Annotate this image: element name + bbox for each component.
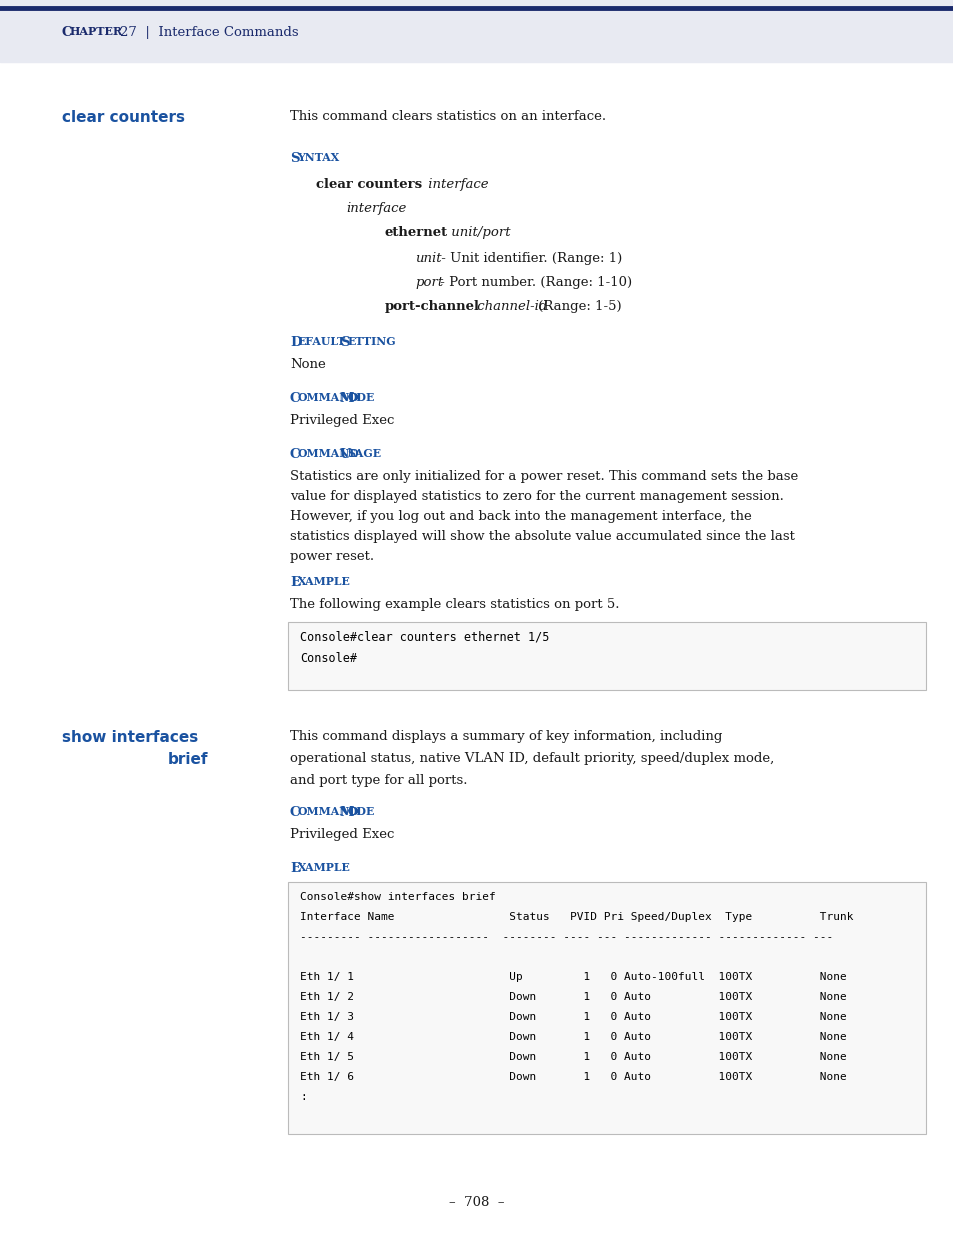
- Text: XAMPLE: XAMPLE: [297, 862, 350, 873]
- Text: However, if you log out and back into the management interface, the: However, if you log out and back into th…: [290, 510, 751, 522]
- Text: and port type for all ports.: and port type for all ports.: [290, 774, 467, 787]
- Text: C: C: [290, 391, 300, 405]
- Text: Privileged Exec: Privileged Exec: [290, 827, 394, 841]
- Bar: [288, 882, 925, 1134]
- Text: statistics displayed will show the absolute value accumulated since the last: statistics displayed will show the absol…: [290, 530, 794, 543]
- Text: This command clears statistics on an interface.: This command clears statistics on an int…: [290, 110, 605, 124]
- Text: C: C: [290, 806, 300, 819]
- Text: OMMAND: OMMAND: [297, 806, 359, 818]
- Text: interface: interface: [346, 203, 406, 215]
- Text: This command displays a summary of key information, including: This command displays a summary of key i…: [290, 730, 721, 743]
- Text: S: S: [339, 336, 349, 350]
- Text: ODE: ODE: [347, 391, 375, 403]
- Text: :: :: [299, 1092, 307, 1102]
- Text: - Unit identifier. (Range: 1): - Unit identifier. (Range: 1): [436, 252, 621, 266]
- Text: operational status, native VLAN ID, default priority, speed/duplex mode,: operational status, native VLAN ID, defa…: [290, 752, 774, 764]
- Text: None: None: [290, 358, 325, 370]
- Text: (Range: 1-5): (Range: 1-5): [534, 300, 621, 312]
- Text: interface: interface: [423, 178, 488, 191]
- Text: OMMAND: OMMAND: [297, 448, 359, 459]
- Text: C: C: [290, 448, 300, 461]
- Text: ODE: ODE: [347, 806, 375, 818]
- Text: unit: unit: [415, 252, 441, 266]
- Text: Eth 1/ 3                       Down       1   0 Auto          100TX          Non: Eth 1/ 3 Down 1 0 Auto 100TX Non: [299, 1011, 846, 1023]
- Text: value for displayed statistics to zero for the current management session.: value for displayed statistics to zero f…: [290, 490, 783, 503]
- Text: S: S: [290, 152, 299, 165]
- Text: E: E: [290, 576, 299, 589]
- Text: OMMAND: OMMAND: [297, 391, 359, 403]
- Text: –  708  –: – 708 –: [449, 1195, 504, 1209]
- Text: Console#show interfaces brief: Console#show interfaces brief: [299, 892, 496, 902]
- Text: ETTING: ETTING: [347, 336, 395, 347]
- Text: channel-id: channel-id: [473, 300, 547, 312]
- Bar: [0, 0, 953, 62]
- Text: Console#clear counters ethernet 1/5: Console#clear counters ethernet 1/5: [299, 630, 549, 643]
- Text: Eth 1/ 5                       Down       1   0 Auto          100TX          Non: Eth 1/ 5 Down 1 0 Auto 100TX Non: [299, 1052, 846, 1062]
- Text: --------- ------------------  -------- ---- --- ------------- ------------- ---: --------- ------------------ -------- --…: [299, 932, 832, 942]
- Text: Eth 1/ 6                       Down       1   0 Auto          100TX          Non: Eth 1/ 6 Down 1 0 Auto 100TX Non: [299, 1072, 846, 1082]
- Text: Eth 1/ 4                       Down       1   0 Auto          100TX          Non: Eth 1/ 4 Down 1 0 Auto 100TX Non: [299, 1032, 846, 1042]
- Text: show interfaces: show interfaces: [62, 730, 198, 745]
- Text: - Port number. (Range: 1-10): - Port number. (Range: 1-10): [436, 275, 632, 289]
- Text: YNTAX: YNTAX: [297, 152, 339, 163]
- Text: ethernet: ethernet: [385, 226, 448, 240]
- Text: port-channel: port-channel: [385, 300, 479, 312]
- Text: Privileged Exec: Privileged Exec: [290, 414, 394, 427]
- Text: D: D: [290, 336, 301, 350]
- Text: M: M: [339, 391, 354, 405]
- Text: Eth 1/ 2                       Down       1   0 Auto          100TX          Non: Eth 1/ 2 Down 1 0 Auto 100TX Non: [299, 992, 846, 1002]
- Text: SAGE: SAGE: [347, 448, 381, 459]
- Text: power reset.: power reset.: [290, 550, 374, 563]
- Text: Interface Name                 Status   PVID Pri Speed/Duplex  Type          Tru: Interface Name Status PVID Pri Speed/Dup…: [299, 911, 853, 923]
- Text: unit/port: unit/port: [447, 226, 510, 240]
- Text: HAPTER: HAPTER: [70, 26, 123, 37]
- Text: The following example clears statistics on port 5.: The following example clears statistics …: [290, 598, 618, 611]
- Text: Eth 1/ 1                       Up         1   0 Auto-100full  100TX          Non: Eth 1/ 1 Up 1 0 Auto-100full 100TX Non: [299, 972, 846, 982]
- Text: Statistics are only initialized for a power reset. This command sets the base: Statistics are only initialized for a po…: [290, 471, 798, 483]
- Text: Console#: Console#: [299, 652, 356, 664]
- Text: U: U: [339, 448, 351, 461]
- Text: EFAULT: EFAULT: [297, 336, 345, 347]
- Text: clear counters: clear counters: [62, 110, 185, 125]
- Text: port: port: [415, 275, 443, 289]
- Text: E: E: [290, 862, 299, 876]
- Text: clear counters: clear counters: [315, 178, 421, 191]
- Text: brief: brief: [168, 752, 209, 767]
- Text: XAMPLE: XAMPLE: [297, 576, 350, 587]
- Bar: [288, 622, 925, 690]
- Text: M: M: [339, 806, 354, 819]
- Text: 27  |  Interface Commands: 27 | Interface Commands: [120, 26, 298, 40]
- Text: C: C: [62, 26, 72, 40]
